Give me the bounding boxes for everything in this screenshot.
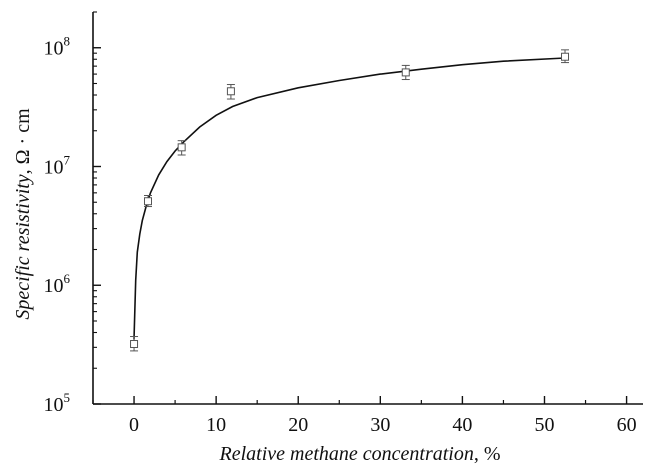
square-marker [130,340,139,349]
square-marker [561,52,570,61]
y-axis-title: Specific resistivity, Ω · cm [12,108,34,320]
fit-curve [133,57,566,340]
square-marker [401,68,410,77]
y-tick-label: 107 [44,152,71,178]
data-points [130,49,570,352]
data-point [226,84,235,100]
axes [92,12,643,405]
x-tick-label: 10 [206,414,226,436]
data-point [401,64,410,81]
data-point [144,194,152,208]
square-marker [226,87,235,96]
data-point [177,140,186,156]
data-point [130,336,139,352]
x-tick-label: 60 [617,414,637,436]
y-tick-label: 108 [44,34,71,60]
y-axis-ticks: 105 106 107 108 [44,11,101,416]
x-tick-label: 50 [534,414,554,436]
fit-curve-line [133,57,566,340]
x-axis-ticks: 0 10 20 30 40 50 60 [92,396,637,436]
x-axis-title: Relative methane concentration, % [218,443,500,465]
x-tick-label: 20 [288,414,308,436]
square-marker [144,197,152,206]
y-tick-label: 105 [44,390,71,416]
y-tick-label: 106 [44,271,71,297]
x-tick-label: 40 [452,414,472,436]
x-tick-label: 30 [370,414,390,436]
data-point [561,49,570,64]
x-tick-label: 0 [129,414,139,436]
square-marker [177,143,186,152]
